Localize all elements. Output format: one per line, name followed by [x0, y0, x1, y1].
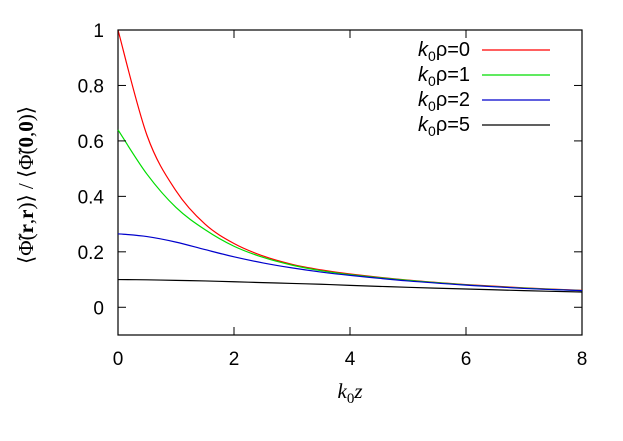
legend-label: k0ρ=2	[418, 89, 470, 114]
y-tick-label: 0	[93, 298, 104, 319]
legend-label: k0ρ=0	[418, 39, 470, 64]
series-line-2	[117, 233, 583, 292]
y-axis-label: ⟨Φ̃(r,r)⟩ / ⟨Φ̃(0,0)⟩	[14, 106, 38, 264]
series-line-1	[117, 129, 583, 292]
x-axis-label: k0z	[337, 379, 362, 407]
legend-label: k0ρ=5	[418, 114, 470, 139]
x-tick-label: 2	[229, 349, 240, 370]
series-line-5	[117, 278, 583, 293]
plot-frame	[117, 29, 583, 336]
legend-label: k0ρ=1	[418, 64, 470, 89]
y-tick-label: 0.8	[78, 76, 104, 97]
y-tick-label: 1	[93, 21, 104, 42]
y-tick-label: 0.4	[78, 187, 105, 208]
x-tick-label: 4	[345, 349, 356, 370]
x-tick-label: 8	[577, 349, 588, 370]
y-tick-label: 0.2	[78, 243, 104, 264]
x-tick-label: 6	[461, 349, 472, 370]
y-tick-label: 0.6	[78, 132, 104, 153]
x-tick-label: 0	[113, 349, 124, 370]
series-line-0	[117, 29, 583, 291]
